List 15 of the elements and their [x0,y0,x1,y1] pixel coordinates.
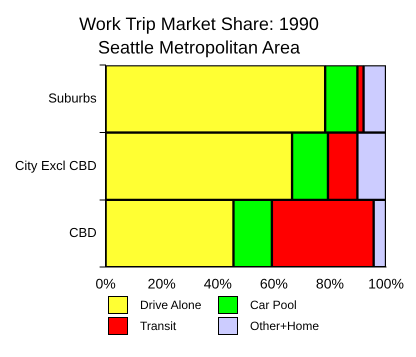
chart-title: Work Trip Market Share: 1990 [79,14,319,34]
y-tick-label: CBD [69,225,97,240]
legend-label: Car Pool [250,298,297,312]
y-tick-label: City Excl CBD [14,158,97,173]
text: Drive Alone [140,298,202,312]
legend-label: Transit [140,319,176,333]
x-tick-label: 100% [368,275,404,292]
x-tick-label: 80% [316,275,344,292]
legend-label: Other+Home [250,319,320,333]
y-tick-label: Suburbs [48,90,98,106]
x-tick-label: 0% [96,275,116,292]
x-tick-label: 20% [148,275,176,292]
x-tick-label: 60% [260,275,288,292]
chart-subtitle: Seattle Metropolitan Area [98,37,302,58]
x-tick-label: 40% [204,275,232,292]
